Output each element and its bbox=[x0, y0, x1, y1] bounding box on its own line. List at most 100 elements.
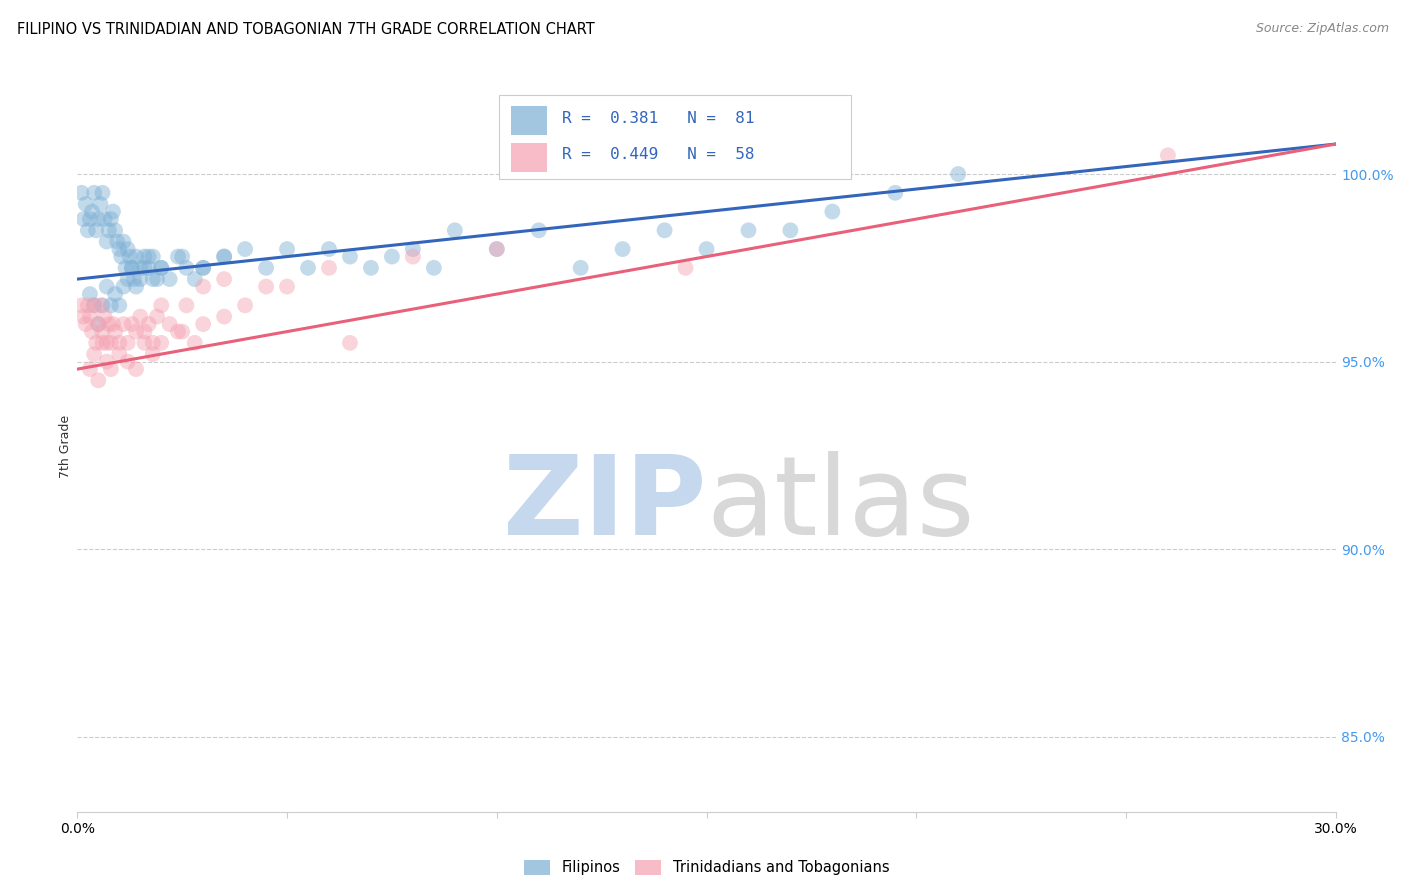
Point bbox=[129, 310, 152, 324]
Point bbox=[191, 317, 215, 331]
Point bbox=[97, 317, 120, 331]
Point bbox=[191, 279, 215, 293]
Point bbox=[527, 223, 550, 237]
Point bbox=[191, 260, 215, 275]
Text: ZIP: ZIP bbox=[503, 451, 707, 558]
Point bbox=[339, 335, 361, 350]
Point bbox=[134, 250, 156, 264]
Point bbox=[114, 260, 136, 275]
Point bbox=[84, 335, 107, 350]
Point bbox=[96, 279, 118, 293]
Point bbox=[737, 223, 759, 237]
Point bbox=[117, 354, 139, 368]
Point bbox=[87, 317, 110, 331]
Point bbox=[110, 250, 132, 264]
Point bbox=[100, 298, 122, 312]
Point bbox=[121, 260, 143, 275]
Point bbox=[485, 242, 508, 256]
Point bbox=[104, 287, 127, 301]
Point bbox=[884, 186, 907, 200]
Point bbox=[142, 250, 165, 264]
Point bbox=[176, 260, 198, 275]
Point bbox=[138, 317, 160, 331]
Point bbox=[146, 310, 169, 324]
Point bbox=[948, 167, 970, 181]
Point bbox=[276, 242, 298, 256]
Point bbox=[150, 260, 173, 275]
Text: atlas: atlas bbox=[707, 451, 974, 558]
Point bbox=[142, 272, 165, 286]
Bar bbox=[512, 143, 547, 171]
Point bbox=[83, 298, 105, 312]
Point bbox=[87, 212, 110, 227]
Point bbox=[146, 272, 169, 286]
Point bbox=[75, 317, 97, 331]
Point bbox=[96, 335, 118, 350]
Point bbox=[80, 204, 103, 219]
Point bbox=[172, 325, 194, 339]
Point bbox=[318, 242, 340, 256]
Point bbox=[212, 310, 235, 324]
Point bbox=[381, 250, 404, 264]
Point bbox=[172, 250, 194, 264]
Point bbox=[104, 325, 127, 339]
Point bbox=[402, 242, 425, 256]
Point bbox=[87, 373, 110, 387]
Point bbox=[83, 347, 105, 361]
Text: R =  0.449   N =  58: R = 0.449 N = 58 bbox=[562, 147, 754, 162]
Point bbox=[150, 260, 173, 275]
Point bbox=[184, 335, 207, 350]
Point bbox=[129, 260, 152, 275]
Point bbox=[121, 317, 143, 331]
Point bbox=[100, 335, 122, 350]
Point bbox=[150, 298, 173, 312]
Point bbox=[91, 298, 114, 312]
Point bbox=[212, 272, 235, 286]
Point bbox=[108, 242, 131, 256]
Point bbox=[150, 335, 173, 350]
Point bbox=[167, 325, 190, 339]
Point bbox=[101, 204, 124, 219]
Point bbox=[79, 212, 101, 227]
Point bbox=[297, 260, 319, 275]
Point bbox=[70, 298, 93, 312]
Point bbox=[191, 260, 215, 275]
Point bbox=[212, 250, 235, 264]
Point bbox=[93, 310, 115, 324]
Point bbox=[138, 260, 160, 275]
Point bbox=[96, 354, 118, 368]
Point bbox=[96, 235, 118, 249]
Bar bbox=[512, 106, 547, 136]
Point bbox=[91, 186, 114, 200]
Point bbox=[104, 223, 127, 237]
Point bbox=[125, 325, 148, 339]
Point bbox=[675, 260, 697, 275]
Point bbox=[101, 317, 124, 331]
Point bbox=[76, 298, 98, 312]
Point bbox=[125, 362, 148, 376]
Point bbox=[72, 310, 94, 324]
Point bbox=[108, 335, 131, 350]
Point bbox=[138, 250, 160, 264]
Point bbox=[122, 272, 145, 286]
Point bbox=[89, 197, 111, 211]
Point bbox=[159, 317, 181, 331]
Point bbox=[423, 260, 446, 275]
Point bbox=[125, 279, 148, 293]
Point bbox=[112, 235, 135, 249]
Point bbox=[129, 272, 152, 286]
Point bbox=[212, 250, 235, 264]
Point bbox=[821, 204, 844, 219]
Point bbox=[89, 298, 111, 312]
Point bbox=[100, 362, 122, 376]
Point bbox=[112, 317, 135, 331]
Point bbox=[91, 325, 114, 339]
Point bbox=[108, 347, 131, 361]
Point bbox=[70, 186, 93, 200]
Point bbox=[79, 287, 101, 301]
Point bbox=[83, 186, 105, 200]
Point bbox=[1157, 148, 1180, 162]
Point bbox=[91, 335, 114, 350]
Point bbox=[134, 335, 156, 350]
Point bbox=[72, 212, 94, 227]
